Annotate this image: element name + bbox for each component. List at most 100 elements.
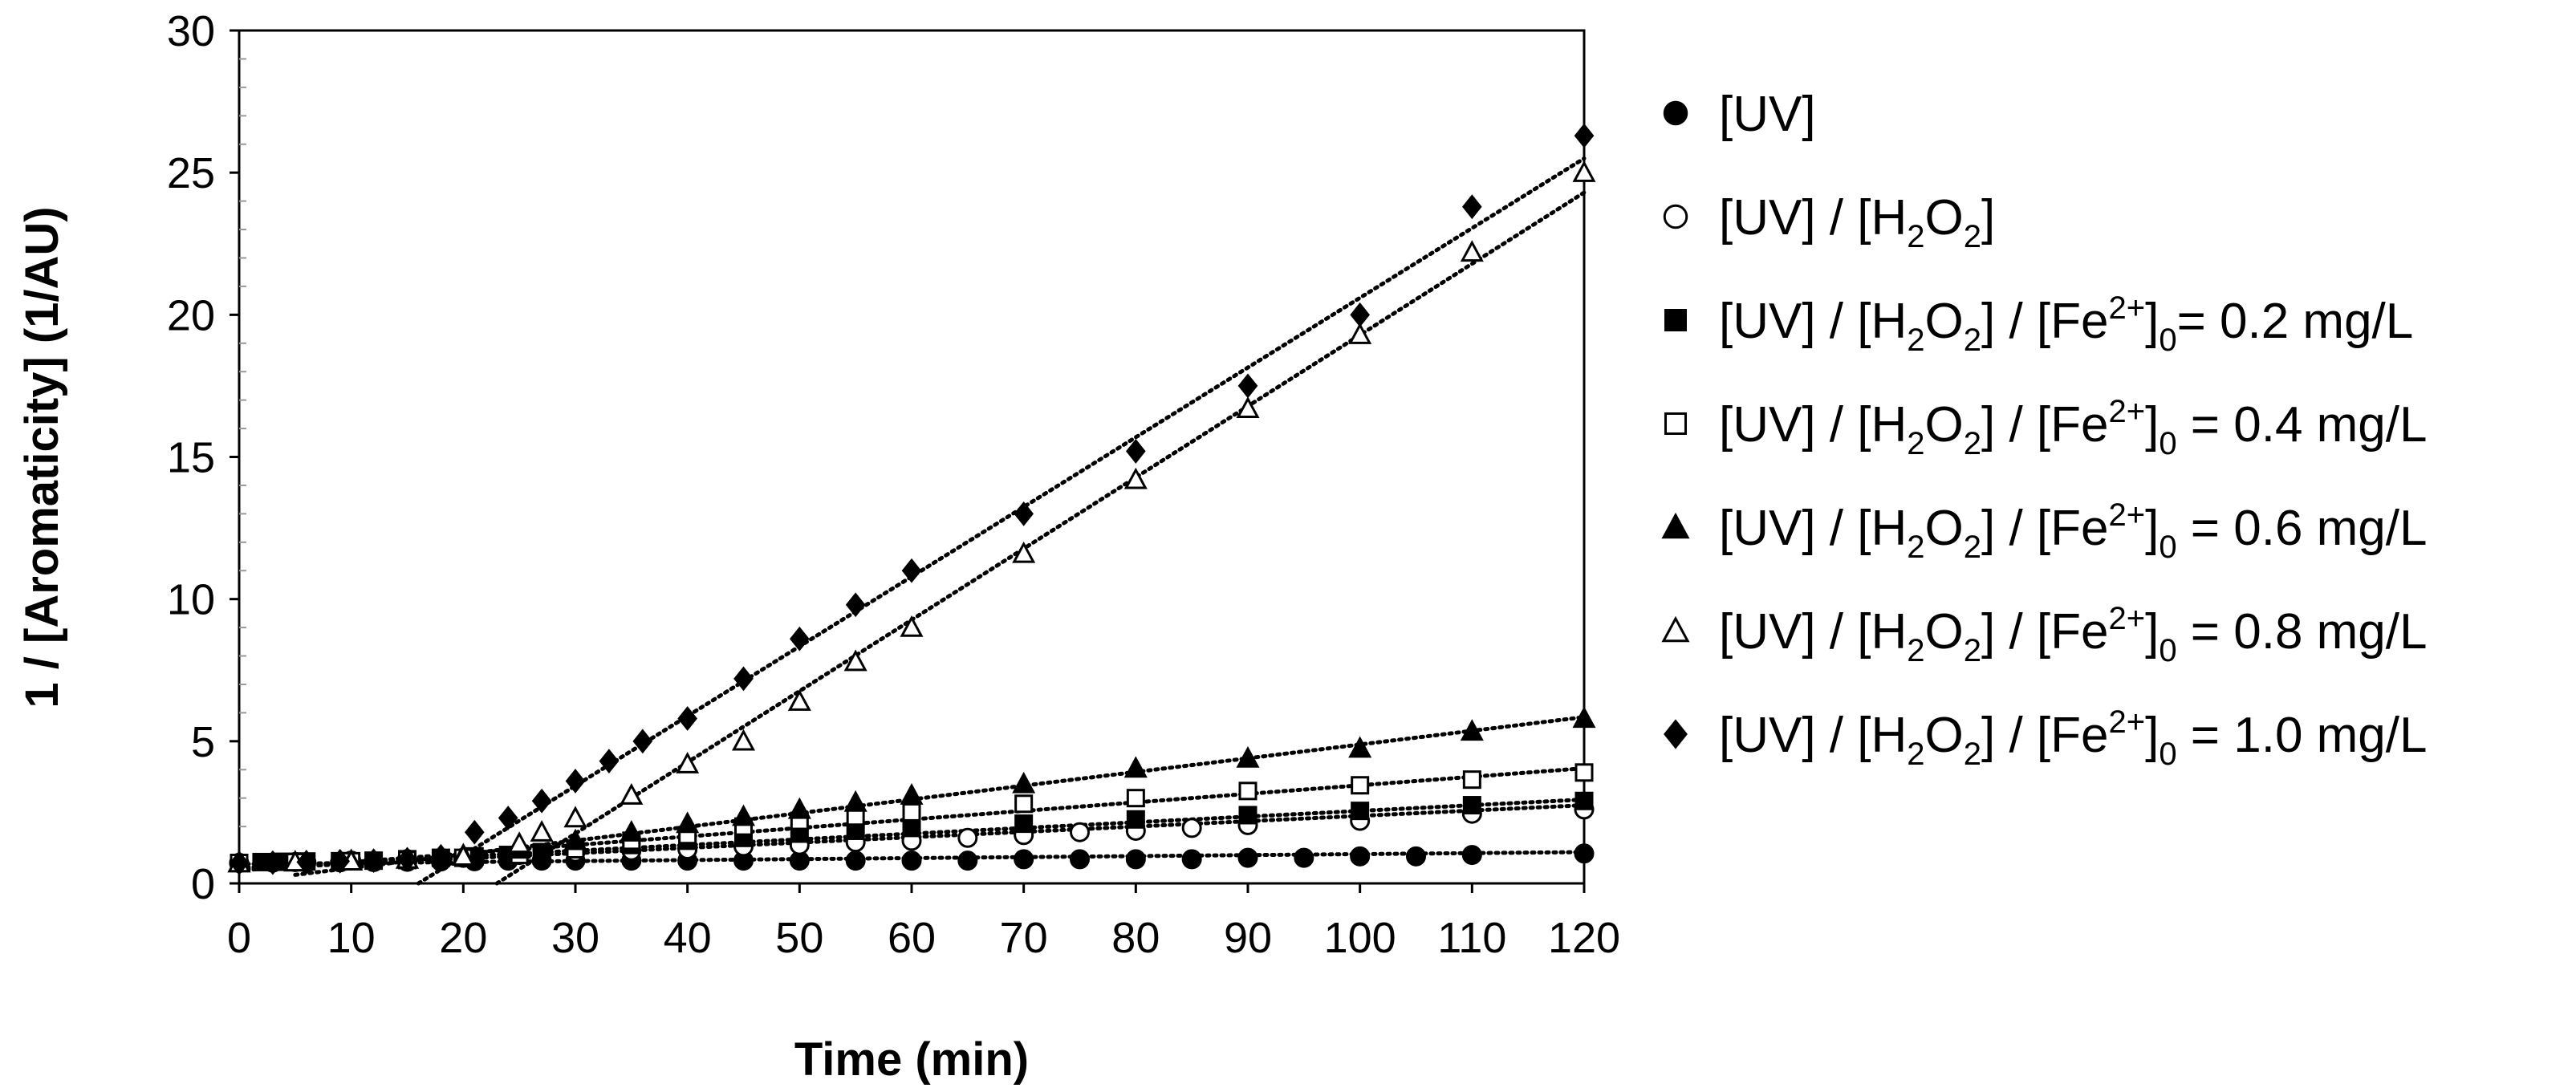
data-point-series-5 bbox=[620, 820, 644, 842]
data-point-series-3 bbox=[1126, 810, 1145, 829]
legend: [UV][UV] / [H2O2][UV] / [H2O2] / [Fe2+]0… bbox=[1661, 87, 2428, 772]
legend-subscript: 2 bbox=[1907, 323, 1924, 358]
data-point-series-3 bbox=[1351, 802, 1370, 821]
y-tick-labels: 0 5 10 15 20 25 30 bbox=[167, 7, 215, 908]
legend-text-part: [UV] / [H bbox=[1719, 501, 1907, 556]
legend-text-part: = 0.6 mg/L bbox=[2177, 501, 2428, 556]
legend-superscript: 2+ bbox=[2108, 290, 2145, 326]
legend-text-part: [UV] / [H bbox=[1719, 708, 1907, 763]
legend-label-5: [UV] / [H2O2] / [Fe2+]0 = 0.6 mg/L bbox=[1719, 497, 2428, 565]
data-point-series-5 bbox=[900, 783, 924, 805]
y-tick-label: 10 bbox=[167, 576, 215, 624]
x-tick-label: 70 bbox=[1000, 914, 1048, 962]
y-axis-title: 1 / [Aromaticity] (1/AU) bbox=[16, 206, 68, 708]
data-point-series-5 bbox=[1236, 745, 1260, 768]
data-point-series-7 bbox=[901, 558, 922, 583]
legend-superscript: 2+ bbox=[2108, 497, 2145, 533]
legend-superscript: 2+ bbox=[2108, 394, 2145, 429]
legend-text-part: [UV] / [H bbox=[1719, 294, 1907, 349]
trend-line-series-6 bbox=[494, 190, 1587, 886]
data-point-series-2 bbox=[1181, 818, 1202, 838]
data-point-series-1 bbox=[1125, 849, 1146, 870]
legend-text-part: = 0.8 mg/L bbox=[2177, 604, 2428, 660]
data-point-series-7 bbox=[464, 819, 485, 845]
data-point-series-5 bbox=[1460, 719, 1484, 741]
legend-marker-7 bbox=[1664, 719, 1688, 749]
legend-text-part: ] bbox=[2145, 604, 2159, 660]
data-point-series-1 bbox=[901, 850, 922, 871]
x-tick-label: 40 bbox=[664, 914, 712, 962]
data-point-series-3 bbox=[532, 842, 551, 862]
data-point-series-7 bbox=[1462, 194, 1482, 220]
legend-label-7: [UV] / [H2O2] / [Fe2+]0 = 1.0 mg/L bbox=[1719, 704, 2428, 772]
legend-subscript: 2 bbox=[1964, 426, 1981, 461]
legend-superscript: 2+ bbox=[2108, 704, 2145, 740]
x-tick-labels: 0 10 20 30 40 50 60 70 80 90 100 110 120 bbox=[227, 914, 1620, 962]
data-point-series-1 bbox=[1237, 847, 1258, 868]
legend-text-part: [UV] / [H bbox=[1719, 397, 1907, 453]
y-tick-label: 15 bbox=[167, 434, 215, 482]
data-point-series-3 bbox=[1462, 796, 1481, 815]
legend-text-part: ] / [Fe bbox=[1981, 708, 2108, 763]
legend-text-part: [UV] / [H bbox=[1719, 190, 1907, 246]
y-tick-label: 5 bbox=[191, 718, 215, 766]
legend-subscript: 2 bbox=[1964, 530, 1981, 565]
data-point-series-7 bbox=[262, 850, 283, 875]
legend-text-part: ] / [Fe bbox=[1981, 397, 2108, 453]
legend-text-part: ] / [Fe bbox=[1981, 604, 2108, 660]
legend-text-part: ] / [Fe bbox=[1981, 294, 2108, 349]
legend-text-part: ] bbox=[1981, 190, 1995, 246]
y-tick-label: 0 bbox=[191, 860, 215, 908]
legend-text-part: O bbox=[1925, 708, 1964, 763]
data-point-series-7 bbox=[1350, 302, 1370, 327]
data-point-series-7 bbox=[296, 850, 317, 875]
data-point-series-7 bbox=[632, 729, 653, 754]
x-tick-label: 80 bbox=[1111, 914, 1160, 962]
data-point-series-5 bbox=[563, 828, 587, 850]
data-point-series-4 bbox=[1126, 789, 1145, 808]
data-point-series-4 bbox=[1574, 763, 1594, 782]
data-point-series-3 bbox=[902, 818, 921, 838]
legend-subscript: 2 bbox=[1907, 219, 1924, 254]
trend-line-series-7 bbox=[416, 156, 1587, 886]
x-tick-label: 20 bbox=[439, 914, 487, 962]
legend-label-3: [UV] / [H2O2] / [Fe2+]0= 0.2 mg/L bbox=[1719, 290, 2413, 358]
legend-text-part: O bbox=[1925, 604, 1964, 660]
legend-text-part: O bbox=[1925, 397, 1964, 453]
data-point-series-5 bbox=[1572, 706, 1596, 729]
x-tick-label: 50 bbox=[775, 914, 823, 962]
data-point-series-3 bbox=[1574, 791, 1594, 810]
data-point-series-6 bbox=[1012, 541, 1036, 563]
data-points bbox=[227, 123, 1596, 875]
data-point-series-6 bbox=[731, 729, 756, 751]
data-point-series-1 bbox=[1461, 845, 1482, 866]
legend-text-part: ] bbox=[2145, 501, 2159, 556]
data-point-series-6 bbox=[1572, 160, 1596, 182]
data-point-series-7 bbox=[364, 848, 384, 874]
legend-text-part: [UV] bbox=[1719, 87, 1816, 142]
plot-area bbox=[238, 29, 1586, 885]
data-point-series-7 bbox=[431, 843, 451, 869]
legend-text-part: = 0.2 mg/L bbox=[2177, 294, 2414, 349]
data-point-series-6 bbox=[900, 615, 924, 637]
legend-marker-6 bbox=[1661, 615, 1690, 643]
legend-subscript: 2 bbox=[1964, 633, 1981, 668]
x-tick-label: 110 bbox=[1437, 914, 1506, 962]
data-point-series-2 bbox=[957, 827, 978, 848]
data-point-series-1 bbox=[1406, 846, 1426, 867]
data-point-series-4 bbox=[1014, 794, 1034, 814]
data-point-series-7 bbox=[599, 749, 620, 774]
x-axis-title: Time (min) bbox=[794, 1033, 1029, 1086]
legend-subscript: 2 bbox=[1964, 323, 1981, 358]
axis-ticks bbox=[230, 29, 1586, 893]
data-point-series-4 bbox=[902, 802, 921, 822]
data-point-series-4 bbox=[1351, 776, 1370, 795]
data-point-series-5 bbox=[1348, 736, 1372, 758]
data-point-series-6 bbox=[1123, 467, 1148, 489]
y-tick-label: 30 bbox=[167, 7, 215, 55]
data-point-series-7 bbox=[565, 769, 586, 794]
data-point-series-7 bbox=[498, 806, 518, 830]
data-point-series-6 bbox=[507, 831, 531, 854]
legend-subscript: 2 bbox=[1907, 530, 1924, 565]
